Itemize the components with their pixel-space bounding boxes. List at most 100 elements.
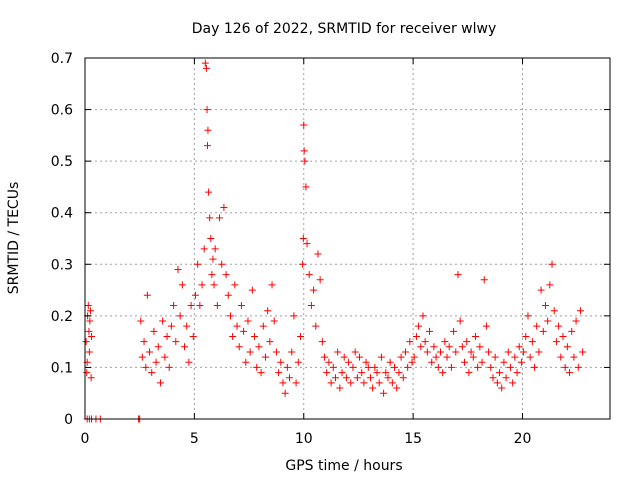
data-point	[301, 157, 309, 165]
data-point	[183, 322, 191, 330]
data-point	[310, 286, 318, 294]
data-point	[191, 291, 199, 299]
data-point	[362, 358, 370, 366]
data-point	[84, 302, 92, 310]
data-point	[436, 348, 444, 356]
data-point	[476, 343, 484, 351]
x-tick-label: 5	[190, 431, 199, 447]
data-point	[222, 271, 230, 279]
x-tick-labels: 0 5 10 15 20	[81, 431, 532, 447]
data-point	[336, 384, 344, 392]
data-point	[167, 322, 175, 330]
data-point	[439, 369, 447, 377]
data-point	[478, 358, 486, 366]
data-point	[246, 348, 254, 356]
data-point	[216, 214, 224, 222]
data-point	[447, 363, 455, 371]
data-point	[229, 332, 237, 340]
data-point	[300, 147, 308, 155]
data-point	[209, 255, 217, 263]
y-tick-labels: 0 0.1 0.2 0.3 0.4 0.5 0.6 0.7	[51, 51, 73, 428]
data-point	[299, 260, 307, 268]
data-point	[172, 338, 180, 346]
data-point	[210, 281, 218, 289]
data-point	[159, 317, 167, 325]
data-point	[548, 260, 556, 268]
data-point	[408, 358, 416, 366]
data-point	[181, 343, 189, 351]
data-point	[482, 322, 490, 330]
data-point	[206, 214, 214, 222]
data-point	[86, 307, 94, 315]
data-point	[152, 358, 160, 366]
data-point	[218, 260, 226, 268]
data-point	[443, 353, 451, 361]
data-point	[544, 317, 552, 325]
data-point	[428, 358, 436, 366]
data-point	[283, 363, 291, 371]
data-point	[366, 374, 374, 382]
data-point	[266, 338, 274, 346]
data-point	[458, 343, 466, 351]
chart-title: Day 126 of 2022, SRMTID for receiver wlw…	[192, 21, 497, 37]
data-point	[174, 265, 182, 273]
data-point	[300, 121, 308, 129]
data-point	[201, 59, 209, 67]
data-point	[338, 369, 346, 377]
data-point	[154, 343, 162, 351]
data-point	[491, 353, 499, 361]
data-point	[561, 363, 569, 371]
data-point	[568, 327, 576, 335]
data-point	[485, 348, 493, 356]
data-point	[205, 188, 213, 196]
data-point	[461, 358, 469, 366]
data-point	[373, 369, 381, 377]
data-point	[384, 374, 392, 382]
data-point	[318, 338, 326, 346]
data-point	[487, 363, 495, 371]
x-tick-label: 15	[404, 431, 422, 447]
data-point	[563, 343, 571, 351]
data-point	[331, 374, 339, 382]
data-point	[380, 389, 388, 397]
data-point	[83, 369, 91, 377]
data-point	[441, 338, 449, 346]
data-series-srmtid	[82, 59, 587, 423]
data-point	[502, 374, 510, 382]
data-point	[404, 363, 412, 371]
data-point	[557, 353, 565, 361]
data-point	[161, 353, 169, 361]
data-point	[213, 302, 221, 310]
data-point	[143, 291, 151, 299]
data-point	[517, 358, 525, 366]
data-point	[237, 302, 245, 310]
data-point	[226, 312, 234, 320]
data-point	[347, 379, 355, 387]
data-point	[203, 106, 211, 114]
data-point	[434, 363, 442, 371]
data-point	[244, 317, 252, 325]
data-point	[375, 379, 383, 387]
data-point	[397, 353, 405, 361]
data-point	[493, 379, 501, 387]
data-point	[137, 317, 145, 325]
y-tick-label: 0.1	[51, 360, 73, 376]
data-point	[340, 353, 348, 361]
data-point	[522, 332, 530, 340]
data-point	[194, 260, 202, 268]
data-point	[279, 379, 287, 387]
data-point	[211, 245, 219, 253]
data-point	[511, 353, 519, 361]
data-point	[272, 348, 280, 356]
data-point	[410, 353, 418, 361]
x-tick-label: 20	[514, 431, 532, 447]
data-point	[533, 322, 541, 330]
y-tick-label: 0.6	[51, 103, 73, 119]
y-axis-label: SRMTID / TECUs	[6, 182, 22, 295]
data-point	[465, 369, 473, 377]
data-point	[467, 348, 475, 356]
data-point	[261, 353, 269, 361]
data-point	[233, 322, 241, 330]
axis-ticks	[84, 57, 610, 420]
data-point	[316, 276, 324, 284]
